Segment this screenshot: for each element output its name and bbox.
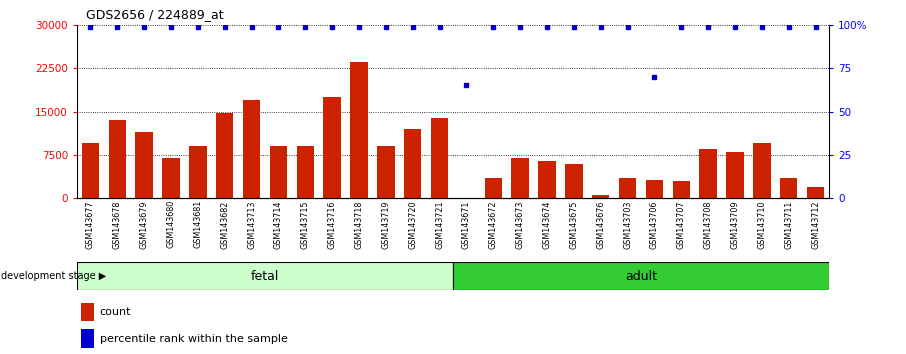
Bar	[431, 119, 448, 198]
Bar	[81, 329, 94, 348]
Bar	[538, 161, 555, 198]
Text: percentile rank within the sample: percentile rank within the sample	[100, 334, 287, 344]
Text: GSM143680: GSM143680	[167, 200, 176, 249]
Text: GSM143678: GSM143678	[112, 200, 121, 249]
Text: GSM143715: GSM143715	[301, 200, 310, 249]
Bar	[296, 146, 314, 198]
Text: GSM143721: GSM143721	[435, 200, 444, 249]
Text: GSM143716: GSM143716	[328, 200, 337, 249]
Bar	[511, 158, 529, 198]
Bar	[727, 152, 744, 198]
Bar	[780, 178, 797, 198]
Text: GSM143710: GSM143710	[757, 200, 766, 249]
Bar	[243, 100, 260, 198]
Bar	[699, 149, 717, 198]
Bar	[807, 187, 824, 198]
Text: GSM143720: GSM143720	[409, 200, 418, 249]
Text: GSM143675: GSM143675	[569, 200, 578, 249]
Bar	[77, 262, 453, 290]
Text: GSM143703: GSM143703	[623, 200, 632, 249]
Text: GSM143712: GSM143712	[811, 200, 820, 249]
Text: GSM143677: GSM143677	[86, 200, 95, 249]
Bar	[189, 146, 207, 198]
Bar	[135, 132, 153, 198]
Text: GSM143671: GSM143671	[462, 200, 471, 249]
Bar	[485, 178, 502, 198]
Text: GSM143676: GSM143676	[596, 200, 605, 249]
Text: GSM143679: GSM143679	[140, 200, 149, 249]
Text: adult: adult	[625, 270, 657, 282]
Bar	[565, 164, 583, 198]
Text: GSM143706: GSM143706	[650, 200, 659, 249]
Bar	[162, 158, 179, 198]
Text: count: count	[100, 307, 131, 317]
Bar	[109, 120, 126, 198]
Bar	[351, 62, 368, 198]
Text: GSM143718: GSM143718	[354, 200, 363, 249]
Text: GSM143709: GSM143709	[730, 200, 739, 249]
Bar	[592, 195, 610, 198]
Text: GSM143673: GSM143673	[516, 200, 525, 249]
Bar	[270, 146, 287, 198]
Bar	[82, 143, 99, 198]
Bar	[377, 146, 395, 198]
Bar	[323, 97, 341, 198]
Bar	[81, 303, 94, 321]
Text: GSM143672: GSM143672	[488, 200, 497, 249]
Text: GSM143681: GSM143681	[193, 200, 202, 249]
Text: GSM143707: GSM143707	[677, 200, 686, 249]
Text: GSM143711: GSM143711	[785, 200, 794, 249]
Text: GSM143713: GSM143713	[247, 200, 256, 249]
Text: GSM143674: GSM143674	[543, 200, 552, 249]
Text: GSM143708: GSM143708	[704, 200, 713, 249]
Bar	[404, 129, 421, 198]
Text: GSM143714: GSM143714	[274, 200, 283, 249]
Text: GSM143719: GSM143719	[381, 200, 390, 249]
Text: fetal: fetal	[251, 270, 279, 282]
Bar	[672, 181, 690, 198]
Text: GDS2656 / 224889_at: GDS2656 / 224889_at	[86, 8, 224, 21]
Text: development stage ▶: development stage ▶	[1, 271, 106, 281]
Bar	[619, 178, 636, 198]
Bar	[216, 113, 234, 198]
Text: GSM143682: GSM143682	[220, 200, 229, 249]
Bar	[646, 180, 663, 198]
Bar	[753, 143, 771, 198]
Bar	[453, 262, 829, 290]
